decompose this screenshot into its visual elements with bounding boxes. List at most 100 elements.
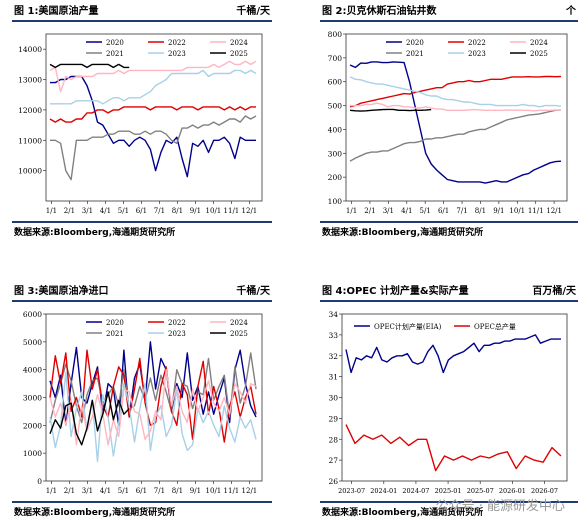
x-tick-label: 2023-07 — [338, 487, 365, 495]
series-line — [349, 75, 562, 108]
legend-label: 2024 — [230, 319, 248, 327]
legend-label: 2023 — [168, 50, 186, 58]
chart-svg: 26 27 28 29 30 31 32 33 34 2023-07 2024-01 2024-07 2… — [328, 310, 568, 495]
chart-source: 数据来源:Bloomberg,海通期货研究所 — [14, 508, 176, 518]
x-tick-label: 3/1 — [383, 207, 394, 215]
y-tick-label: 34 — [328, 310, 338, 319]
legend-label: 2024 — [530, 39, 548, 47]
chart-header: 图 2:贝克休斯石油钻井数 个 — [320, 0, 578, 22]
y-tick-label: 3000 — [23, 394, 42, 403]
x-tick-label: 3/1 — [82, 207, 93, 215]
watermark: 公众号 · 能源研发中心 — [435, 499, 565, 514]
x-tick-label: 2/1 — [64, 207, 75, 215]
divider — [12, 221, 272, 223]
x-tick-label: 7/1 — [154, 207, 165, 215]
series-line — [50, 75, 256, 178]
x-tick-label: 8/1 — [172, 487, 183, 495]
y-tick-label: 12000 — [18, 106, 42, 115]
chart-source: 数据来源:Bloomberg,海通期货研究所 — [322, 508, 484, 518]
divider — [320, 501, 578, 503]
x-tick-label: 5/1 — [118, 207, 129, 215]
chart-title: 图 4:OPEC 计划产量&实际产量 — [322, 286, 469, 297]
legend-label: 2025 — [230, 330, 248, 338]
x-tick-label: 10/1 — [206, 207, 222, 215]
x-tick-label: 12/1 — [242, 487, 258, 495]
series-line — [349, 108, 432, 112]
plot-frame — [345, 33, 568, 202]
y-tick-label: 27 — [328, 456, 338, 465]
chart-panel-3: 图 3:美国原油净进口 千桶/天 0 1000 2000 3000 4000 5000 60… — [12, 280, 272, 520]
y-tick-label: 1000 — [23, 449, 42, 458]
series-line — [49, 371, 257, 463]
legend-label: 2021 — [106, 330, 124, 338]
legend-label: 2022 — [468, 39, 486, 47]
plot-frame — [45, 33, 263, 202]
x-tick-label: 1/1 — [46, 207, 57, 215]
y-tick-label: 33 — [328, 331, 338, 340]
chart-panel-1: 图 1:美国原油产量 千桶/天 10000 11000 12000 13000 1400… — [12, 0, 272, 240]
legend-label: 2025 — [530, 50, 548, 58]
chart-header: 图 4:OPEC 计划产量&实际产量 百万桶/天 — [320, 280, 578, 302]
chart-source: 数据来源:Bloomberg,海通期货研究所 — [14, 228, 176, 238]
y-tick-label: 10000 — [18, 167, 42, 176]
x-tick-label: 10/1 — [509, 207, 525, 215]
series-line — [349, 109, 562, 162]
chart-svg: 100 200 300 400 500 600 700 800 1/1 2/1 3/1 4/1 5/1 6… — [328, 30, 568, 215]
legend-label: 2022 — [168, 319, 186, 327]
x-tick-label: 8/1 — [172, 207, 183, 215]
chart-source: 数据来源:Bloomberg,海通期货研究所 — [322, 228, 484, 238]
series-line — [345, 334, 561, 374]
legend-label: 2021 — [106, 50, 124, 58]
y-tick-label: 29 — [328, 414, 338, 423]
legend-label: 2023 — [468, 50, 486, 58]
x-tick-label: 5/1 — [118, 487, 129, 495]
x-tick-label: 1/1 — [346, 207, 357, 215]
legend-label: 2021 — [406, 50, 424, 58]
divider — [12, 501, 272, 503]
x-tick-label: 12/1 — [546, 207, 562, 215]
y-tick-label: 2000 — [23, 421, 42, 430]
series-line — [49, 60, 257, 93]
series-line — [49, 391, 130, 446]
series-line — [349, 61, 562, 184]
y-tick-label: 400 — [328, 125, 343, 134]
x-tick-label: 8/1 — [475, 207, 486, 215]
x-tick-label: 2/1 — [64, 487, 75, 495]
legend-label: 2025 — [230, 50, 248, 58]
series-line — [50, 115, 257, 181]
legend-label: OPEC总产量 — [474, 322, 516, 331]
legend-label: 2023 — [168, 330, 186, 338]
series-line — [345, 424, 562, 472]
y-tick-label: 26 — [328, 477, 338, 486]
x-tick-label: 4/1 — [100, 207, 111, 215]
x-tick-label: 11/1 — [224, 207, 240, 215]
y-tick-label: 13000 — [18, 76, 42, 85]
x-tick-label: 2026-01 — [499, 487, 526, 495]
x-tick-label: 6/1 — [438, 207, 449, 215]
chart-title: 图 3:美国原油净进口 — [14, 286, 109, 297]
chart-plot: 26 27 28 29 30 31 32 33 34 2023-07 2024-01 2024-07 2… — [320, 304, 575, 499]
y-tick-label: 5000 — [23, 338, 42, 347]
series-line — [349, 76, 562, 108]
x-tick-label: 1/1 — [46, 487, 57, 495]
x-tick-label: 6/1 — [136, 487, 147, 495]
series-line — [350, 102, 562, 112]
chart-panel-2: 图 2:贝克休斯石油钻井数 个 100 200 300 400 500 600 700 800… — [320, 0, 578, 240]
y-tick-label: 11000 — [18, 136, 42, 145]
y-tick-label: 500 — [328, 102, 343, 111]
plot-frame — [45, 313, 263, 482]
y-tick-label: 300 — [328, 149, 343, 158]
x-tick-label: 12/1 — [242, 207, 258, 215]
x-tick-label: 2026-07 — [531, 487, 558, 495]
x-tick-label: 9/1 — [190, 207, 201, 215]
y-tick-label: 6000 — [23, 310, 42, 319]
series-line — [49, 341, 257, 427]
series-line — [49, 63, 130, 69]
chart-plot: 0 1000 2000 3000 4000 5000 6000 1/1 2/1 3/1 4/1 5/1… — [12, 304, 270, 499]
legend-label: 2024 — [230, 39, 248, 47]
y-tick-label: 14000 — [18, 45, 42, 54]
x-tick-label: 11/1 — [224, 487, 240, 495]
chart-unit: 千桶/天 — [236, 286, 270, 297]
y-tick-label: 32 — [328, 352, 338, 361]
x-tick-label: 7/1 — [456, 207, 467, 215]
